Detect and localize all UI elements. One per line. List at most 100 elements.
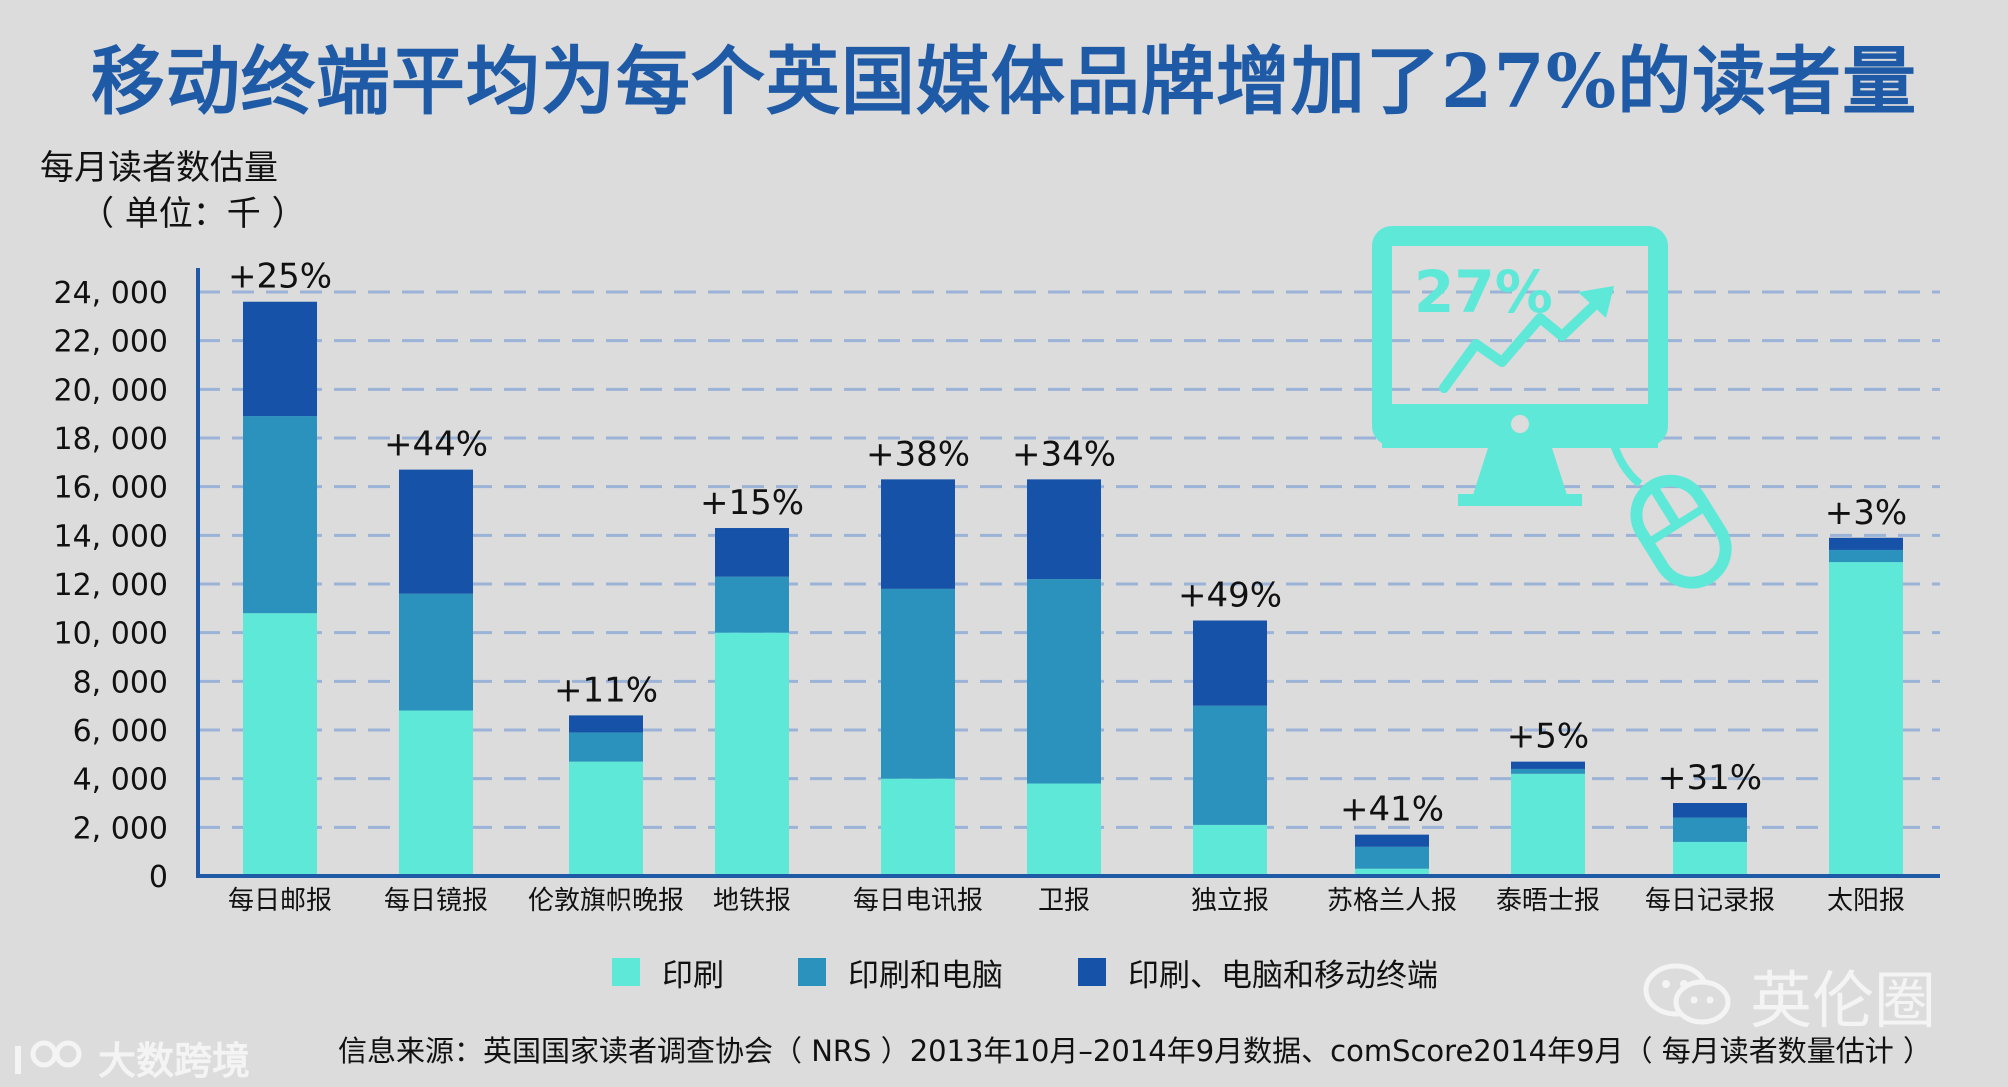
legend-label-print-pc: 印刷和电脑 bbox=[848, 957, 1003, 994]
bar-segment bbox=[715, 632, 789, 876]
legend-label-print-pc-mobile: 印刷、电脑和移动终端 bbox=[1128, 957, 1438, 994]
legend-item-print-pc-mobile: 印刷、电脑和移动终端 bbox=[1078, 948, 1438, 996]
growth-label: +3% bbox=[1825, 493, 1907, 533]
bar-segment bbox=[569, 732, 643, 762]
bar-segment bbox=[399, 469, 473, 594]
y-tick-label: 10, 000 bbox=[53, 617, 168, 652]
bar-segment bbox=[715, 528, 789, 577]
bar-segment bbox=[1027, 579, 1101, 784]
bar-segment bbox=[1511, 773, 1585, 876]
growth-label: +31% bbox=[1658, 758, 1762, 798]
bar-segment bbox=[243, 416, 317, 614]
growth-labels: +25% +44% +11% +15% +38% +34% +49% +41% +5% +31% +… bbox=[228, 257, 1907, 830]
y-axis-label: 每月读者数估量 （ 单位：千 ） bbox=[40, 145, 306, 237]
bar-segment bbox=[881, 588, 955, 779]
y-tick-label: 4, 000 bbox=[73, 763, 168, 798]
growth-label: +41% bbox=[1340, 790, 1444, 830]
y-tick-labels: 0 2, 000 4, 000 6, 000 8, 000 10, 000 12, 000 1… bbox=[53, 276, 168, 895]
growth-arrow-head bbox=[1578, 286, 1614, 318]
y-tick-label: 24, 000 bbox=[53, 276, 168, 311]
y-tick-label: 20, 000 bbox=[53, 373, 168, 408]
bar-segment bbox=[399, 593, 473, 711]
growth-label: +49% bbox=[1178, 576, 1282, 616]
legend-swatch-print bbox=[612, 958, 640, 986]
bar-segment bbox=[1355, 868, 1429, 876]
y-axis-label-line2: （ 单位：千 ） bbox=[80, 194, 306, 234]
bar-segment bbox=[1027, 783, 1101, 876]
bar-segment bbox=[1027, 479, 1101, 580]
x-tick-label: 每日电讯报 bbox=[853, 886, 983, 916]
y-tick-label: 18, 000 bbox=[53, 422, 168, 457]
bar-segment bbox=[243, 613, 317, 876]
y-tick-label: 22, 000 bbox=[53, 325, 168, 360]
bar-segment bbox=[243, 301, 317, 417]
monitor-power-dot bbox=[1511, 415, 1529, 433]
x-tick-label: 独立报 bbox=[1191, 886, 1269, 916]
growth-label: +5% bbox=[1507, 717, 1589, 757]
bar-segment bbox=[1193, 620, 1267, 706]
y-tick-label: 2, 000 bbox=[73, 811, 168, 846]
bar-segment bbox=[1511, 768, 1585, 774]
watermark-text: 英伦圈 bbox=[1750, 964, 1937, 1037]
y-tick-label: 6, 000 bbox=[73, 714, 168, 749]
chart-title: 移动终端平均为每个英国媒体品牌增加了27%的读者量 bbox=[90, 39, 1918, 125]
bar-segment bbox=[1829, 549, 1903, 563]
x-tick-label: 伦敦旗帜晚报 bbox=[528, 886, 684, 916]
y-tick-label: 16, 000 bbox=[53, 471, 168, 506]
y-tick-label: 12, 000 bbox=[53, 568, 168, 603]
illustration-percent: 27% bbox=[1414, 258, 1553, 326]
bar-segment bbox=[1829, 562, 1903, 876]
bar-segment bbox=[1355, 846, 1429, 869]
legend-item-print: 印刷 bbox=[612, 948, 724, 996]
legend-swatch-print-pc bbox=[798, 958, 826, 986]
x-tick-label: 每日邮报 bbox=[228, 886, 332, 916]
computer-mouse-icon bbox=[1630, 474, 1732, 589]
x-tick-label: 每日记录报 bbox=[1645, 886, 1775, 916]
y-axis-label-line1: 每月读者数估量 bbox=[40, 148, 278, 188]
computer-monitor-growth-icon: 27% bbox=[1372, 226, 1732, 589]
x-tick-label: 苏格兰人报 bbox=[1327, 886, 1457, 916]
x-tick-label: 每日镜报 bbox=[384, 886, 488, 916]
bar-segment bbox=[1355, 834, 1429, 847]
source-note: 信息来源：英国国家读者调查协会（ NRS ）2013年10月–2014年9月数据… bbox=[338, 1034, 1932, 1068]
bar-segment bbox=[569, 761, 643, 876]
x-tick-label: 泰晤士报 bbox=[1496, 886, 1600, 916]
bar-segment bbox=[881, 479, 955, 589]
growth-label: +44% bbox=[384, 425, 488, 465]
x-tick-label: 卫报 bbox=[1038, 886, 1090, 916]
growth-label: +15% bbox=[700, 483, 804, 523]
growth-label: +34% bbox=[1012, 434, 1116, 474]
mouse-cable bbox=[1608, 436, 1643, 488]
bar-segment bbox=[1673, 817, 1747, 842]
bar-segment bbox=[1511, 761, 1585, 769]
legend-label-print: 印刷 bbox=[662, 957, 724, 994]
growth-label: +38% bbox=[866, 434, 970, 474]
wechat-icon bbox=[1643, 963, 1731, 1025]
x-tick-label: 地铁报 bbox=[713, 886, 791, 916]
bar-segment bbox=[1193, 705, 1267, 825]
corner-watermark: 大数跨境 bbox=[12, 1030, 250, 1085]
legend-item-print-pc: 印刷和电脑 bbox=[798, 948, 1003, 996]
monitor-base bbox=[1458, 494, 1582, 506]
growth-label: +11% bbox=[554, 670, 658, 710]
corner-watermark-text: 大数跨境 bbox=[98, 1039, 251, 1083]
monitor-stand bbox=[1472, 448, 1568, 498]
growth-label: +25% bbox=[228, 257, 332, 297]
axes bbox=[196, 268, 1940, 878]
bar-segment bbox=[881, 778, 955, 876]
watermark: 英伦圈 bbox=[1640, 950, 1936, 1040]
bar-segment bbox=[1829, 537, 1903, 550]
bar-segment bbox=[715, 576, 789, 633]
y-tick-label: 0 bbox=[149, 860, 168, 895]
y-tick-label: 14, 000 bbox=[53, 519, 168, 554]
growth-arrow-line bbox=[1439, 291, 1609, 393]
x-tick-label: 太阳报 bbox=[1827, 886, 1905, 916]
bar-segment bbox=[399, 710, 473, 876]
bar-segment bbox=[1193, 824, 1267, 876]
y-tick-label: 8, 000 bbox=[73, 665, 168, 700]
x-tick-labels: 每日邮报 每日镜报 伦敦旗帜晚报 地铁报 每日电讯报 卫报 独立报 苏格兰人报 泰晤士报 每日记录… bbox=[228, 886, 1905, 916]
bars bbox=[243, 301, 1903, 876]
bar-segment bbox=[569, 715, 643, 733]
